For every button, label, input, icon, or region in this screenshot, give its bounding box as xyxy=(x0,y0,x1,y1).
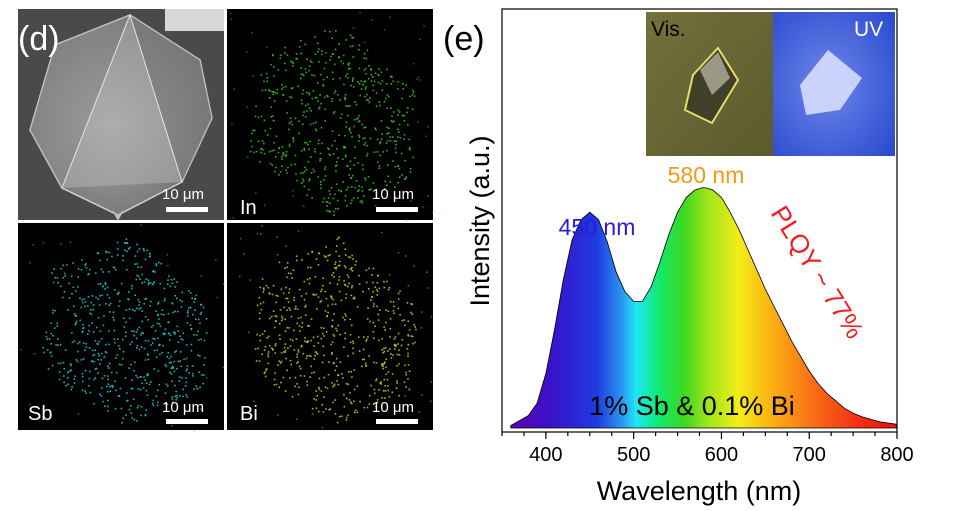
composition-label: 1% Sb & 0.1% Bi xyxy=(589,391,795,421)
y-axis-label: Intensity (a.u.) xyxy=(465,135,495,306)
spectrum-area xyxy=(510,186,898,429)
x-tick-label: 500 xyxy=(617,444,650,466)
scale-label: 10 μm xyxy=(162,399,204,416)
sem-image xyxy=(18,9,224,221)
eds-map-in: In 10 μm xyxy=(227,9,434,221)
scale-bar-line xyxy=(166,419,208,424)
panel-e-label: (e) xyxy=(443,20,485,58)
eds-map-bi: Bi 10 μm xyxy=(227,223,433,430)
x-axis: 400 500 600 700 800 xyxy=(501,432,914,466)
peak-label-450: 450 nm xyxy=(559,214,636,240)
inset-uv-label: UV xyxy=(854,18,883,41)
uv-crystal xyxy=(800,50,862,115)
panel-d: (d) 10 μm In 10 μm Sb 10 μm Bi 10 μm xyxy=(18,9,434,432)
inset-photos: Vis. UV xyxy=(646,12,895,156)
x-tick-label: 600 xyxy=(705,444,738,466)
map-dots-in xyxy=(230,12,434,221)
scale-bar-line xyxy=(376,207,418,212)
panel-e: (e) 400 500 600 700 800 Wavelength (nm) Inte… xyxy=(443,8,914,506)
scale-bar-line xyxy=(376,419,418,424)
x-tick-label: 800 xyxy=(880,444,913,466)
scale-label: 10 μm xyxy=(372,399,414,416)
scale-bar-line xyxy=(166,207,208,212)
scale-bar: 10 μm xyxy=(162,186,208,212)
x-tick-label: 700 xyxy=(793,444,826,466)
scale-label: 10 μm xyxy=(162,186,204,203)
x-axis-label: Wavelength (nm) xyxy=(597,476,802,506)
map-label-in: In xyxy=(240,197,257,219)
peak-label-580: 580 nm xyxy=(668,162,745,188)
x-tick-label: 400 xyxy=(529,444,562,466)
map-dots-sb xyxy=(19,224,225,432)
map-dots-bi xyxy=(239,225,433,429)
inset-vis-label: Vis. xyxy=(651,18,686,41)
map-label-sb: Sb xyxy=(28,403,52,425)
scale-label: 10 μm xyxy=(372,186,414,203)
panel-d-label: (d) xyxy=(18,20,60,58)
map-label-bi: Bi xyxy=(240,403,258,425)
eds-map-sb: Sb 10 μm xyxy=(18,223,225,432)
